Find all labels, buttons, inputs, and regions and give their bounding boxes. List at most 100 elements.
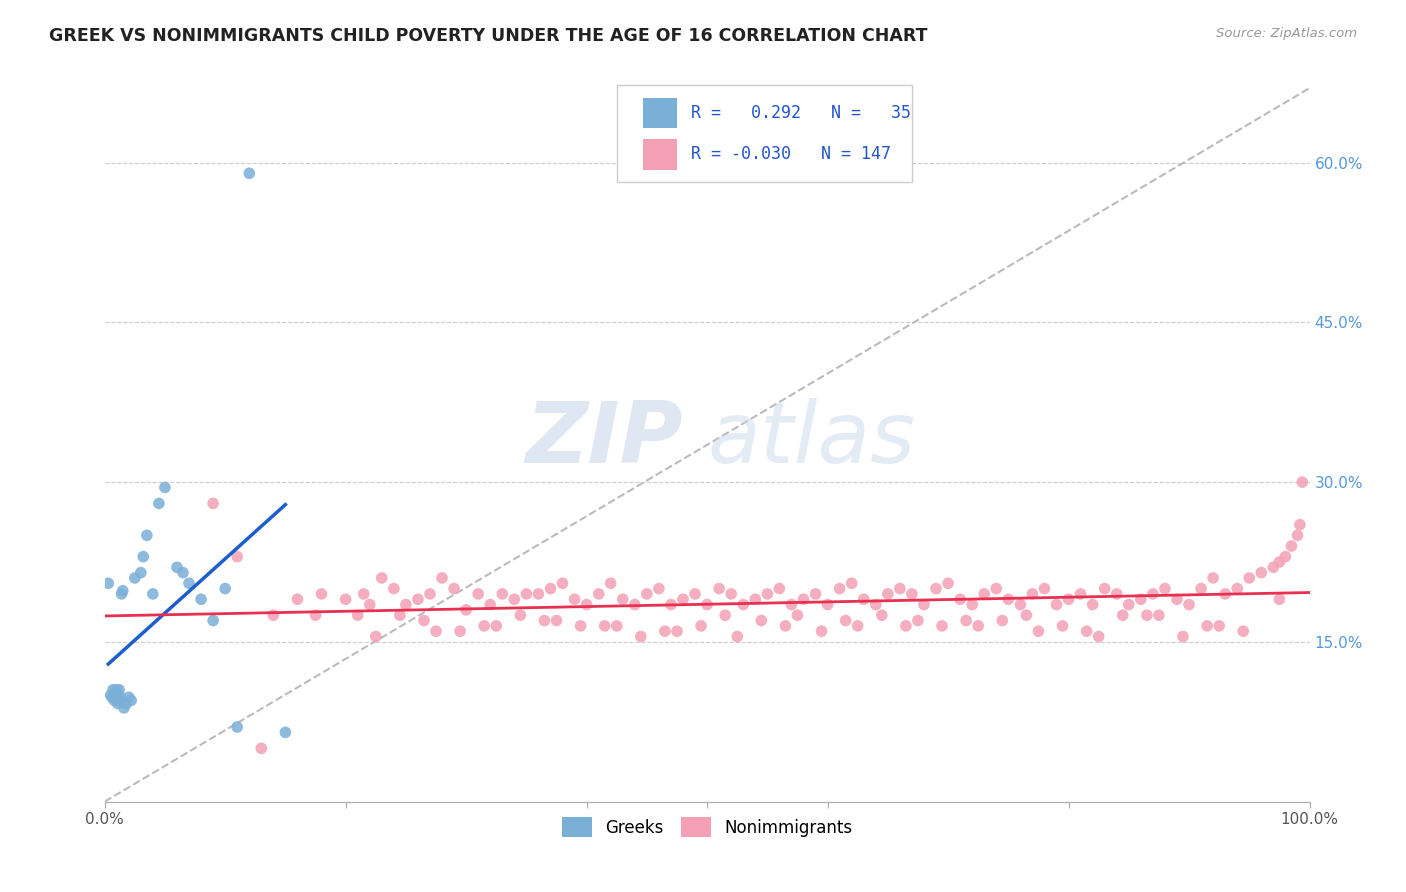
Point [202, 496, 225, 510]
Point [238, 166, 260, 180]
Point [118, 690, 141, 705]
Point [1263, 560, 1285, 574]
Point [973, 587, 995, 601]
Point [166, 560, 188, 574]
Point [907, 614, 929, 628]
Point [949, 592, 972, 607]
Point [1250, 566, 1272, 580]
Point [1291, 475, 1313, 489]
Point [841, 576, 863, 591]
Point [1286, 528, 1309, 542]
Point [479, 598, 502, 612]
Point [1010, 598, 1032, 612]
Point [274, 725, 297, 739]
Point [725, 630, 748, 644]
Point [449, 624, 471, 639]
Point [612, 592, 634, 607]
Point [110, 587, 132, 601]
Point [991, 614, 1014, 628]
Point [960, 598, 983, 612]
Point [1268, 555, 1291, 569]
Point [696, 598, 718, 612]
Point [683, 587, 706, 601]
Point [107, 697, 129, 711]
Point [353, 587, 375, 601]
Point [527, 587, 550, 601]
Point [1268, 592, 1291, 607]
Point [105, 682, 128, 697]
Point [569, 619, 592, 633]
Point [744, 592, 766, 607]
Point [1045, 598, 1067, 612]
Point [749, 614, 772, 628]
Point [115, 697, 138, 711]
Point [876, 587, 898, 601]
Point [894, 619, 917, 633]
Point [1105, 587, 1128, 601]
Point [792, 592, 814, 607]
Point [733, 598, 755, 612]
Point [925, 582, 948, 596]
Text: atlas: atlas [707, 398, 915, 481]
Point [672, 592, 695, 607]
Point [100, 688, 122, 702]
Point [110, 690, 132, 705]
Point [707, 582, 730, 596]
Point [250, 741, 273, 756]
Text: GREEK VS NONIMMIGRANTS CHILD POVERTY UNDER THE AGE OF 16 CORRELATION CHART: GREEK VS NONIMMIGRANTS CHILD POVERTY UND… [49, 27, 928, 45]
FancyBboxPatch shape [643, 139, 676, 169]
Point [1136, 608, 1159, 623]
Point [172, 566, 194, 580]
Point [623, 598, 645, 612]
Point [690, 619, 713, 633]
Legend: Greeks, Nonimmigrants: Greeks, Nonimmigrants [555, 810, 859, 844]
Point [780, 598, 803, 612]
Point [720, 587, 742, 601]
Point [1171, 630, 1194, 644]
Point [955, 614, 977, 628]
Point [1094, 582, 1116, 596]
Point [810, 624, 832, 639]
Point [786, 608, 808, 623]
Point [889, 582, 911, 596]
Point [931, 619, 953, 633]
Point [936, 576, 959, 591]
Point [714, 608, 737, 623]
Point [1289, 517, 1312, 532]
FancyBboxPatch shape [617, 85, 912, 183]
Point [101, 682, 124, 697]
Point [540, 582, 562, 596]
Point [1076, 624, 1098, 639]
Point [311, 587, 333, 601]
Point [226, 549, 249, 564]
Point [1021, 587, 1043, 601]
Point [648, 582, 671, 596]
Point [364, 630, 387, 644]
Point [1118, 598, 1140, 612]
Point [388, 608, 411, 623]
Point [104, 688, 127, 702]
Point [846, 619, 869, 633]
Point [406, 592, 429, 607]
Point [491, 587, 513, 601]
Point [775, 619, 797, 633]
Point [636, 587, 658, 601]
Point [997, 592, 1019, 607]
Point [852, 592, 875, 607]
Point [413, 614, 436, 628]
Point [599, 576, 621, 591]
Point [533, 614, 555, 628]
Point [1226, 582, 1249, 596]
Point [1087, 630, 1109, 644]
Point [103, 693, 125, 707]
Point [967, 619, 990, 633]
Point [129, 566, 152, 580]
Point [335, 592, 357, 607]
Point [901, 587, 924, 601]
Point [148, 496, 170, 510]
Text: ZIP: ZIP [526, 398, 683, 481]
Point [120, 693, 142, 707]
Point [756, 587, 779, 601]
Point [1028, 624, 1050, 639]
Point [101, 690, 124, 705]
